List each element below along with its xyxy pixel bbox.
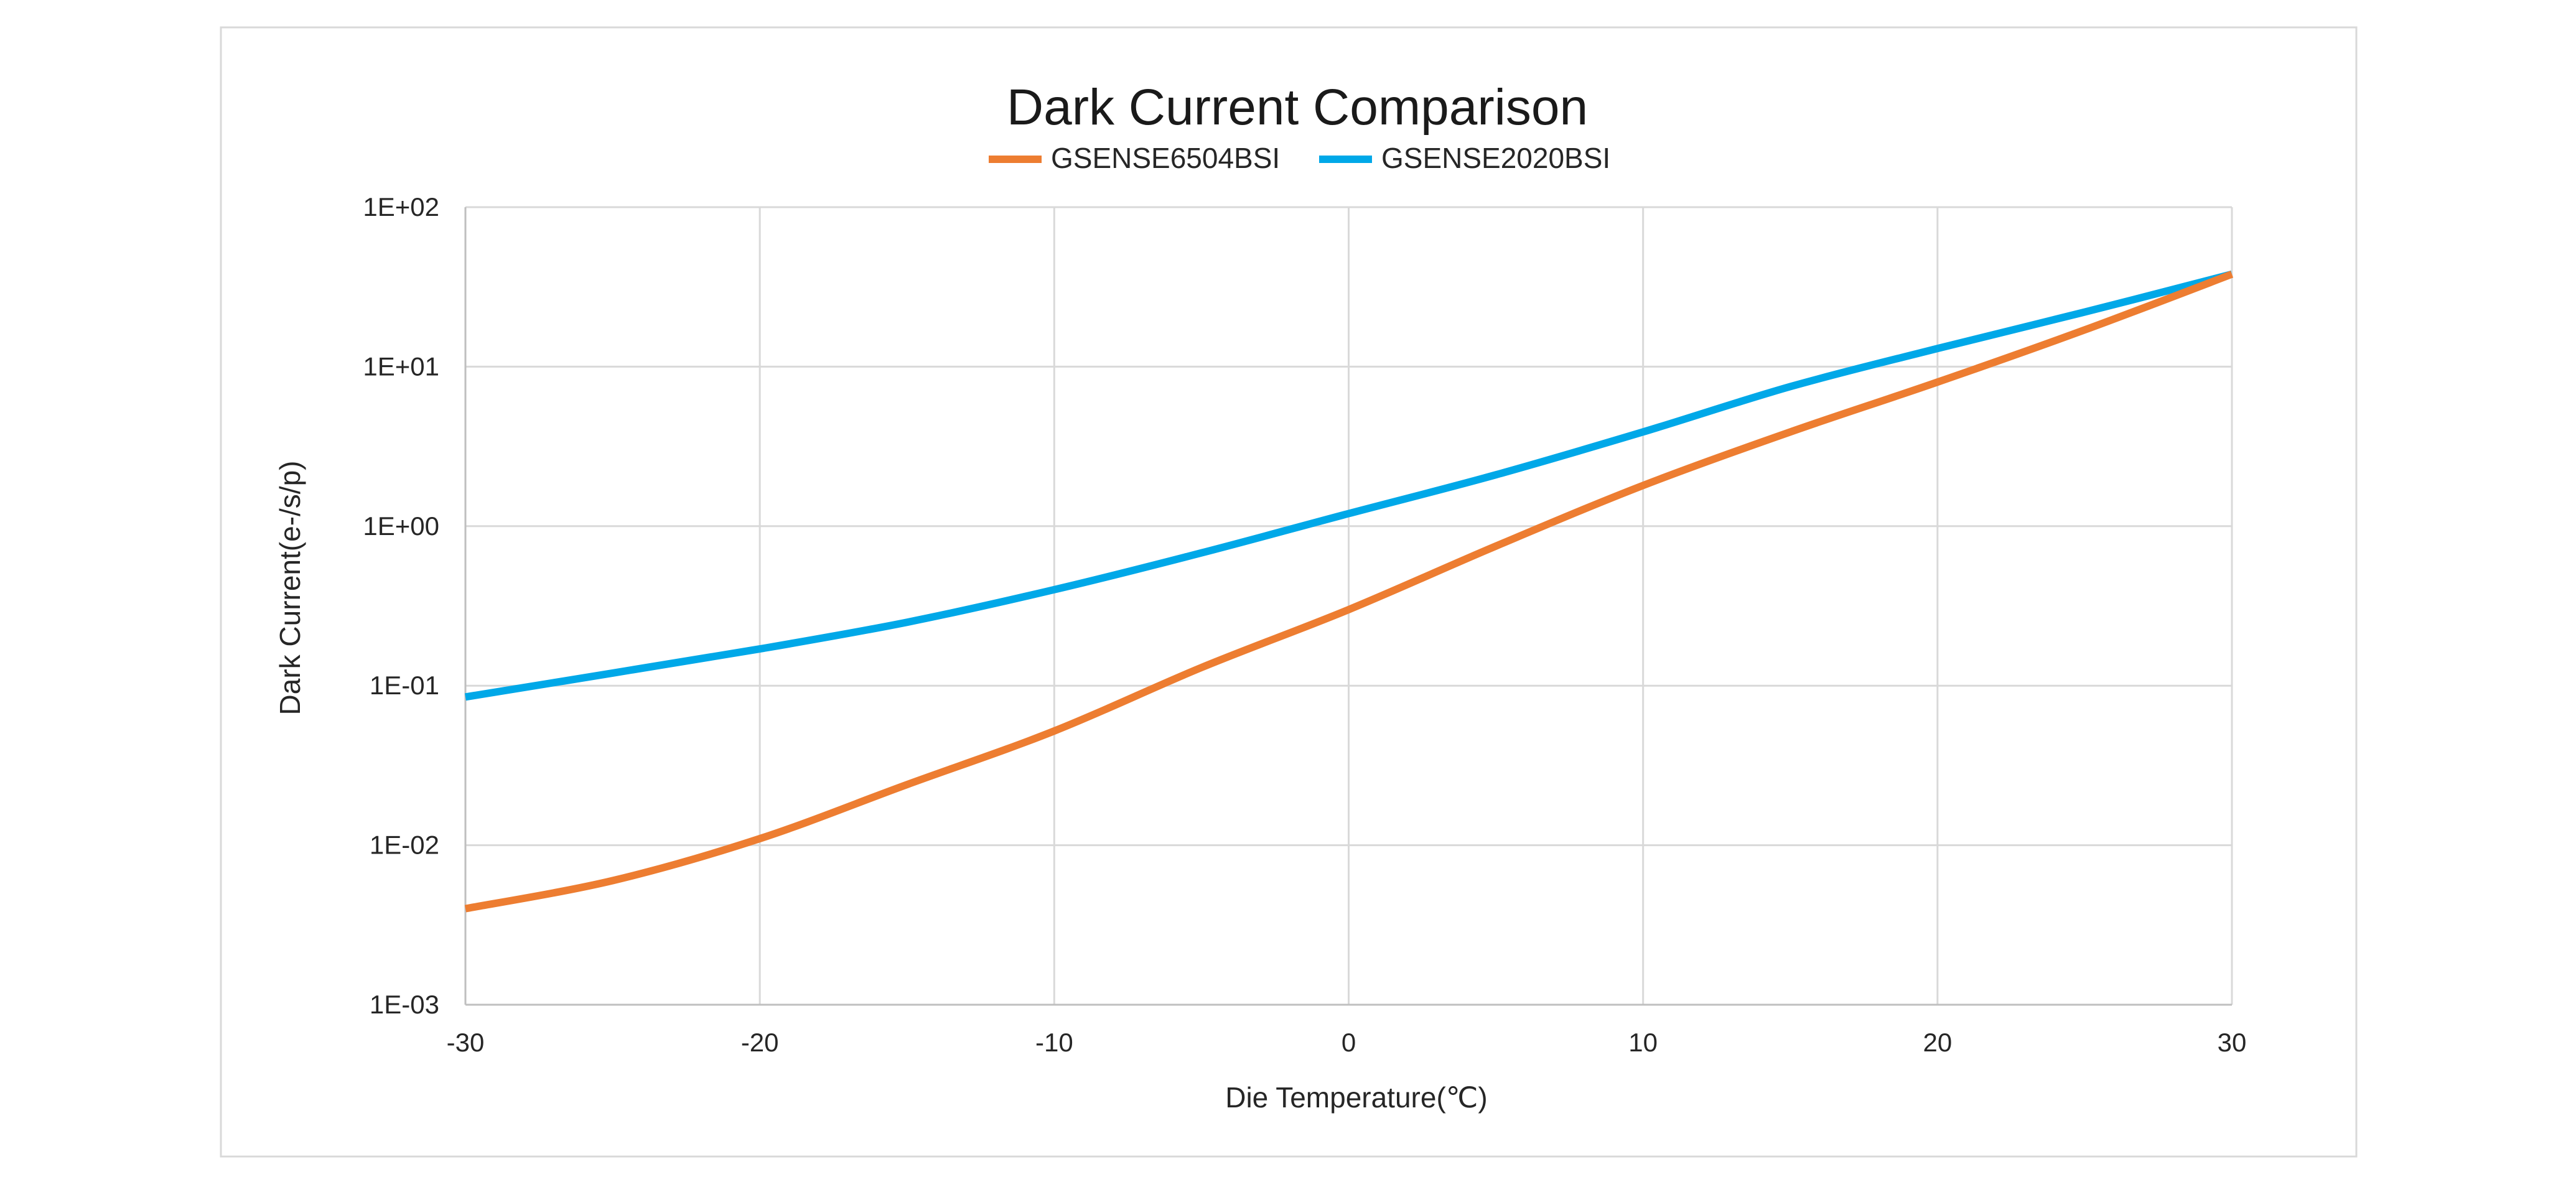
- x-tick-label: 30: [2218, 1028, 2247, 1057]
- y-tick-label: 1E-02: [370, 831, 439, 860]
- x-axis-label: Die Temperature(℃): [1225, 1081, 1488, 1114]
- legend: GSENSE6504BSI GSENSE2020BSI: [989, 142, 1610, 174]
- y-tick-label: 1E+02: [363, 192, 439, 221]
- axes: [464, 207, 2232, 1006]
- chart-frame: [220, 26, 2358, 1158]
- x-tick-label: 0: [1342, 1028, 1356, 1057]
- legend-label: GSENSE2020BSI: [1381, 142, 1610, 174]
- x-tick-label: -30: [447, 1028, 485, 1057]
- legend-item-gsense2020bsi: GSENSE2020BSI: [1319, 142, 1610, 174]
- chart-title: Dark Current Comparison: [1007, 79, 1588, 136]
- gridlines: [465, 206, 2233, 1005]
- series-line-gsense6504bsi: [464, 271, 2234, 913]
- x-tick-label: 20: [1923, 1028, 1952, 1057]
- y-tick-label: 1E+00: [363, 511, 439, 541]
- y-tick-label: 1E-01: [370, 671, 439, 700]
- legend-label: GSENSE6504BSI: [1051, 142, 1280, 174]
- y-tick-label: 1E+01: [363, 351, 439, 381]
- legend-item-gsense6504bsi: GSENSE6504BSI: [989, 142, 1280, 174]
- y-tick-label: 1E-03: [370, 990, 439, 1019]
- series-line-gsense2020bsi: [465, 270, 2233, 701]
- tick-labels: 1E-03 1E-02 1E-01 1E+00 1E+01 1E+02 -30 -20 -10 0…: [363, 192, 2246, 1057]
- series-lines: [464, 270, 2234, 913]
- x-tick-label: 10: [1628, 1028, 1658, 1057]
- y-axis-label: Dark Current(e-/s/p): [274, 461, 306, 715]
- x-tick-label: -20: [741, 1028, 779, 1057]
- x-tick-label: -10: [1035, 1028, 1073, 1057]
